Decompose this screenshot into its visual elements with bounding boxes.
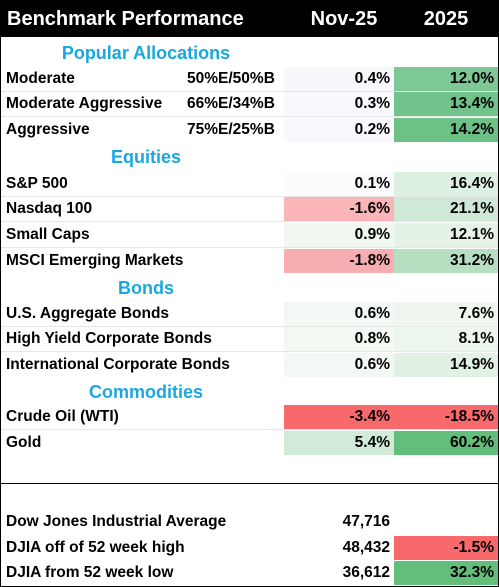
ytd-cell: 21.1% — [394, 197, 498, 221]
column-header-nov: Nov-25 — [310, 8, 378, 30]
nov-cell: 5.4% — [284, 431, 394, 455]
row-label: Small Caps — [6, 226, 90, 243]
row-divider — [1, 196, 498, 197]
table-header: Benchmark Performance Nov-25 2025 — [1, 1, 498, 37]
nov-cell: 47,716 — [284, 510, 394, 534]
row-label: DJIA from 52 week low — [6, 564, 174, 581]
row-divider — [1, 247, 498, 248]
nov-cell: 0.2% — [284, 118, 394, 142]
column-header-ytd: 2025 — [423, 8, 469, 30]
row-divider — [1, 116, 498, 117]
ytd-cell: 14.9% — [394, 353, 498, 377]
row-divider — [1, 326, 498, 327]
row-label: DJIA off of 52 week high — [6, 539, 185, 556]
nov-cell: 0.6% — [284, 302, 394, 326]
section-commodities: Commodities — [88, 382, 203, 402]
section-bonds: Bonds — [118, 278, 174, 298]
row-divider — [1, 429, 498, 430]
table-row: Nasdaq 100 -1.6% 21.1% — [1, 197, 498, 221]
ytd-cell: 12.1% — [394, 223, 498, 247]
ytd-cell: 31.2% — [394, 249, 498, 273]
allocation-label: 66%E/34%B — [187, 95, 275, 112]
nov-cell: -3.4% — [284, 405, 394, 429]
nov-cell: -1.8% — [284, 249, 394, 273]
allocation-label: 75%E/25%B — [187, 121, 275, 138]
section-popular-allocations: Popular Allocations — [61, 43, 231, 63]
table-row: High Yield Corporate Bonds 0.8% 8.1% — [1, 327, 498, 351]
nov-cell: 36,612 — [284, 561, 394, 585]
table-row: Small Caps 0.9% 12.1% — [1, 223, 498, 247]
ytd-cell: 16.4% — [394, 172, 498, 196]
ytd-cell: 8.1% — [394, 327, 498, 351]
row-divider — [1, 221, 498, 222]
row-label: High Yield Corporate Bonds — [6, 330, 212, 347]
row-divider — [1, 91, 498, 92]
section-equities: Equities — [110, 147, 181, 167]
ytd-cell: -1.5% — [394, 536, 498, 560]
row-divider — [1, 351, 498, 352]
section-divider — [1, 483, 498, 484]
row-label: Nasdaq 100 — [6, 200, 93, 217]
row-label: Crude Oil (WTI) — [6, 408, 119, 425]
row-label: International Corporate Bonds — [6, 356, 230, 373]
allocation-label: 50%E/50%B — [187, 70, 275, 87]
nov-cell: 0.9% — [284, 223, 394, 247]
ytd-cell: 60.2% — [394, 431, 498, 455]
ytd-cell: 12.0% — [394, 67, 498, 91]
nov-cell: 0.1% — [284, 172, 394, 196]
table-row: DJIA off of 52 week high 48,432 -1.5% — [1, 536, 498, 560]
table-row: Gold 5.4% 60.2% — [1, 431, 498, 455]
row-label: Moderate Aggressive — [6, 95, 163, 112]
row-label: Gold — [6, 434, 42, 451]
row-label: MSCI Emerging Markets — [6, 252, 184, 269]
nov-cell: 0.4% — [284, 67, 394, 91]
nov-cell: 0.6% — [284, 353, 394, 377]
table-row: Dow Jones Industrial Average 47,716 — [1, 510, 498, 534]
table-row: Crude Oil (WTI) -3.4% -18.5% — [1, 405, 498, 429]
table-row: Moderate Aggressive 66%E/34%B 0.3% 13.4% — [1, 92, 498, 116]
table-row: International Corporate Bonds 0.6% 14.9% — [1, 353, 498, 377]
row-label: Moderate — [6, 70, 75, 87]
table-row: DJIA from 52 week low 36,612 32.3% — [1, 561, 498, 585]
nov-cell: 0.3% — [284, 92, 394, 116]
row-label: Dow Jones Industrial Average — [6, 513, 227, 530]
ytd-cell: 13.4% — [394, 92, 498, 116]
ytd-cell: -18.5% — [394, 405, 498, 429]
ytd-cell: 32.3% — [394, 561, 498, 585]
row-label: Aggressive — [6, 121, 90, 138]
row-label: U.S. Aggregate Bonds — [6, 305, 170, 322]
ytd-cell: 7.6% — [394, 302, 498, 326]
table-row: U.S. Aggregate Bonds 0.6% 7.6% — [1, 302, 498, 326]
table-row: S&P 500 0.1% 16.4% — [1, 172, 498, 196]
table-row: MSCI Emerging Markets -1.8% 31.2% — [1, 249, 498, 273]
nov-cell: -1.6% — [284, 197, 394, 221]
nov-cell: 0.8% — [284, 327, 394, 351]
table-row: Aggressive 75%E/25%B 0.2% 14.2% — [1, 118, 498, 142]
ytd-cell — [394, 510, 498, 534]
table-title: Benchmark Performance — [7, 8, 244, 30]
table-row: Moderate 50%E/50%B 0.4% 12.0% — [1, 67, 498, 91]
nov-cell: 48,432 — [284, 536, 394, 560]
ytd-cell: 14.2% — [394, 118, 498, 142]
row-label: S&P 500 — [6, 175, 68, 192]
